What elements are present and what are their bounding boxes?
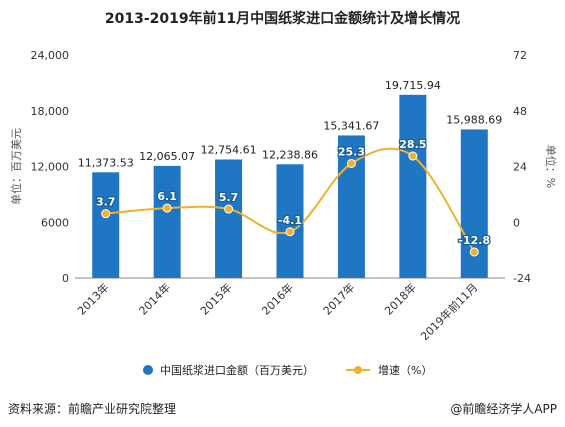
bar-value-label: 12,238.86	[262, 148, 318, 161]
x-tick-labels: 2013年 2014年 2015年 2016年 2017年 2018年 2019年前11月	[74, 280, 480, 343]
y2-tick-label: 72	[513, 49, 527, 62]
y-tick-label: 6000	[41, 216, 69, 229]
bar-value-label: 12,065.07	[139, 150, 195, 163]
growth-point	[101, 209, 111, 219]
y-tick-label: 18,000	[31, 105, 70, 118]
bar-value-label: 12,754.61	[201, 143, 257, 156]
x-tick-label: 2017年	[320, 280, 357, 317]
bar-labels: 11,373.53 12,065.07 12,754.61 12,238.86 15,3…	[78, 79, 503, 170]
growth-point	[346, 158, 356, 168]
y-tick-label: 24,000	[31, 49, 70, 62]
brand-credit: @前瞻经济学人APP	[450, 402, 557, 416]
x-tick-label: 2015年	[197, 280, 234, 317]
growth-point	[285, 227, 295, 237]
y2-tick-labels: -24 0 24 48 72	[513, 49, 531, 285]
growth-value-label: -4.1	[278, 214, 302, 227]
bar-value-label: 19,715.94	[385, 79, 441, 92]
bar	[399, 94, 427, 278]
legend: 中国纸浆进口金额（百万美元） 增速（%）	[143, 363, 432, 377]
y-tick-label: 12,000	[31, 161, 70, 174]
legend-line-label: 增速（%）	[378, 363, 432, 377]
growth-value-label: 5.7	[219, 191, 239, 204]
y2-tick-label: -24	[513, 272, 531, 285]
growth-value-label: 3.7	[96, 196, 116, 209]
growth-point	[224, 204, 234, 214]
growth-value-label: 25.3	[338, 145, 365, 158]
growth-point	[469, 247, 479, 257]
y2-axis-title: 单位：%	[544, 145, 558, 188]
legend-line-marker	[354, 366, 362, 374]
legend-bar-swatch	[143, 365, 153, 375]
y2-tick-label: 0	[513, 216, 520, 229]
bar-value-label: 15,988.69	[446, 113, 502, 126]
legend-bar-label: 中国纸浆进口金额（百万美元）	[160, 363, 314, 377]
growth-value-label: 6.1	[157, 190, 177, 203]
bar	[215, 159, 243, 278]
x-tick-label: 2013年	[74, 280, 111, 317]
x-tick-label: 2018年	[382, 280, 419, 317]
growth-value-label: 28.5	[399, 138, 426, 151]
bar-value-label: 11,373.53	[78, 156, 134, 169]
y2-tick-label: 48	[513, 105, 527, 118]
source-note: 资料来源：前瞻产业研究院整理	[8, 402, 177, 416]
bars	[92, 94, 488, 278]
growth-point	[408, 151, 418, 161]
y-axis-title: 单位：百万美元	[9, 128, 23, 205]
x-tick-label: 2014年	[136, 280, 173, 317]
bar	[153, 165, 181, 278]
y2-tick-label: 24	[513, 161, 527, 174]
bar-value-label: 15,341.67	[323, 119, 379, 132]
x-tick-label: 2016年	[259, 280, 296, 317]
growth-point	[162, 203, 172, 213]
bar	[92, 172, 120, 278]
y-tick-labels: 0 6000 12,000 18,000 24,000	[31, 49, 70, 285]
chart-title: 2013-2019年前11月中国纸浆进口金额统计及增长情况	[104, 11, 461, 27]
growth-line: 3.7 6.1 5.7 -4.1 25.3 28.5 -12.8	[95, 137, 491, 257]
x-tick-label: 2019年前11月	[417, 280, 480, 343]
growth-value-label: -12.8	[458, 234, 490, 247]
bar	[276, 164, 304, 278]
y-tick-label: 0	[62, 272, 69, 285]
